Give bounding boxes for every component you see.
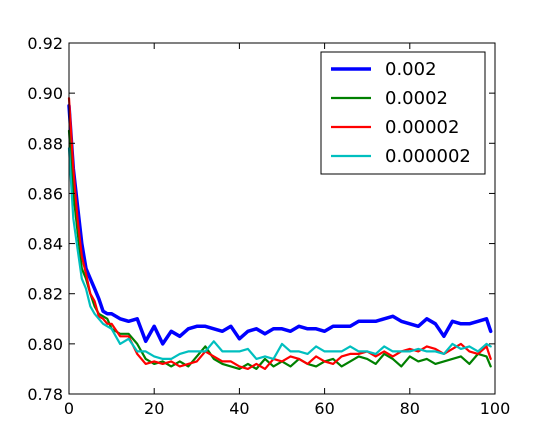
series-line-0: [67, 103, 493, 346]
tick-layer: 0 20 40 60 80 100 0.78 0.80 0.82 0.84 0.86 0.88 0.90…: [27, 34, 510, 418]
legend-label-2: 0.00002: [385, 117, 459, 138]
y-tick-label: 0.86: [27, 184, 63, 203]
x-tick-label: 40: [229, 399, 249, 418]
legend: 0.002 0.0002 0.00002 0.000002: [320, 51, 486, 175]
x-tick-label: 100: [480, 399, 511, 418]
series-line-2: [67, 97, 492, 370]
y-tick-label: 0.88: [27, 134, 63, 153]
series-line-1: [67, 129, 492, 370]
legend-label-3: 0.000002: [385, 146, 471, 167]
x-tick-label: 20: [144, 399, 164, 418]
x-tick-label: 60: [314, 399, 334, 418]
y-tick-label: 0.78: [27, 385, 63, 404]
y-tick-label: 0.92: [27, 34, 63, 53]
y-tick-label: 0.80: [27, 335, 63, 354]
x-tick-label: 80: [400, 399, 420, 418]
y-tick-label: 0.82: [27, 285, 63, 304]
legend-label-0: 0.002: [385, 59, 437, 80]
y-tick-label: 0.90: [27, 84, 63, 103]
series-layer: [67, 97, 493, 370]
series-line-3: [67, 147, 492, 360]
y-tick-label: 0.84: [27, 235, 63, 254]
legend-box: [320, 51, 486, 175]
plot-frame: [68, 42, 496, 395]
x-tick-label: 0: [64, 399, 74, 418]
legend-label-1: 0.0002: [385, 88, 448, 109]
